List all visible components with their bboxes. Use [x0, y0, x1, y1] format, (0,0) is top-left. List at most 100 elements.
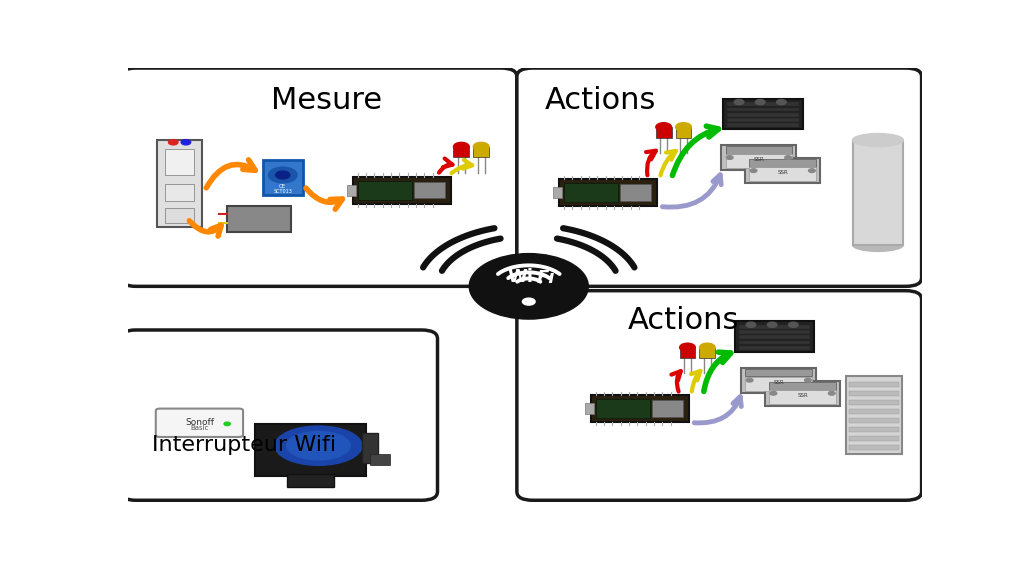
- Bar: [765, 380, 840, 406]
- Bar: [414, 182, 444, 198]
- Circle shape: [734, 99, 743, 105]
- Bar: [370, 454, 390, 466]
- Text: Sonoff: Sonoff: [185, 418, 214, 427]
- Bar: [849, 435, 899, 441]
- Bar: [727, 118, 799, 122]
- Bar: [849, 391, 899, 396]
- Circle shape: [655, 122, 672, 132]
- Bar: [727, 103, 799, 106]
- Bar: [655, 127, 672, 138]
- Text: SSR: SSR: [773, 380, 784, 385]
- Text: Basic: Basic: [190, 425, 209, 431]
- FancyBboxPatch shape: [156, 409, 243, 437]
- Text: CE: CE: [280, 184, 287, 189]
- Circle shape: [676, 122, 691, 132]
- Text: Actions: Actions: [628, 306, 739, 335]
- Circle shape: [770, 391, 777, 395]
- FancyArrowPatch shape: [672, 371, 681, 392]
- Circle shape: [169, 139, 178, 145]
- Bar: [739, 330, 810, 334]
- FancyArrowPatch shape: [660, 151, 676, 175]
- Bar: [454, 147, 469, 158]
- Circle shape: [756, 99, 765, 105]
- Bar: [745, 369, 812, 376]
- Bar: [353, 177, 451, 204]
- FancyArrowPatch shape: [703, 352, 731, 391]
- Bar: [263, 160, 303, 194]
- Circle shape: [699, 343, 715, 352]
- Text: Mesure: Mesure: [270, 86, 382, 115]
- FancyBboxPatch shape: [120, 330, 437, 500]
- Circle shape: [224, 422, 230, 426]
- FancyArrowPatch shape: [206, 160, 255, 188]
- Circle shape: [454, 142, 469, 151]
- Circle shape: [828, 391, 835, 395]
- Bar: [769, 390, 836, 404]
- Text: SSR: SSR: [798, 393, 808, 398]
- Bar: [750, 159, 816, 167]
- Circle shape: [275, 171, 290, 179]
- Circle shape: [746, 378, 753, 382]
- Bar: [739, 341, 810, 344]
- Circle shape: [767, 322, 777, 327]
- Circle shape: [469, 253, 588, 319]
- FancyArrowPatch shape: [189, 221, 221, 236]
- Text: SSR: SSR: [754, 157, 764, 162]
- FancyBboxPatch shape: [517, 291, 922, 500]
- Bar: [745, 376, 812, 391]
- Bar: [620, 184, 651, 201]
- Bar: [722, 145, 797, 170]
- Bar: [726, 146, 793, 154]
- Circle shape: [809, 169, 815, 172]
- Bar: [849, 426, 899, 432]
- Bar: [699, 348, 715, 358]
- FancyArrowPatch shape: [691, 371, 700, 391]
- Bar: [591, 395, 689, 422]
- Circle shape: [181, 139, 190, 145]
- Circle shape: [776, 99, 786, 105]
- Ellipse shape: [287, 431, 350, 460]
- Bar: [727, 113, 799, 116]
- FancyArrowPatch shape: [673, 126, 719, 175]
- Text: Wi: Wi: [508, 268, 534, 286]
- Bar: [473, 147, 489, 158]
- Circle shape: [726, 156, 733, 159]
- Circle shape: [268, 167, 297, 183]
- Bar: [723, 99, 803, 129]
- Circle shape: [473, 142, 489, 151]
- Ellipse shape: [853, 133, 903, 147]
- Circle shape: [751, 169, 757, 172]
- Bar: [357, 181, 412, 200]
- Bar: [849, 418, 899, 423]
- Circle shape: [784, 156, 792, 159]
- Bar: [727, 123, 799, 127]
- Bar: [739, 336, 810, 339]
- Ellipse shape: [274, 426, 362, 466]
- FancyArrowPatch shape: [646, 151, 656, 175]
- Circle shape: [805, 378, 811, 382]
- Bar: [585, 403, 594, 414]
- Text: Actions: Actions: [545, 86, 656, 115]
- Bar: [849, 400, 899, 405]
- FancyArrowPatch shape: [439, 159, 453, 173]
- Text: Interrupteur Wifi: Interrupteur Wifi: [152, 435, 336, 455]
- Bar: [158, 140, 202, 227]
- FancyArrowPatch shape: [306, 188, 342, 209]
- FancyArrowPatch shape: [452, 160, 472, 173]
- Bar: [596, 399, 649, 418]
- FancyArrowPatch shape: [694, 397, 741, 423]
- Circle shape: [522, 298, 536, 305]
- Bar: [849, 445, 899, 450]
- Bar: [726, 154, 793, 168]
- Bar: [287, 474, 334, 487]
- Text: SCT013: SCT013: [273, 189, 292, 194]
- Bar: [745, 158, 820, 183]
- Bar: [362, 433, 378, 463]
- Bar: [750, 167, 816, 181]
- Bar: [846, 376, 902, 454]
- Bar: [769, 382, 836, 390]
- Bar: [165, 149, 194, 175]
- Bar: [849, 409, 899, 414]
- Bar: [553, 187, 562, 198]
- Bar: [849, 382, 899, 387]
